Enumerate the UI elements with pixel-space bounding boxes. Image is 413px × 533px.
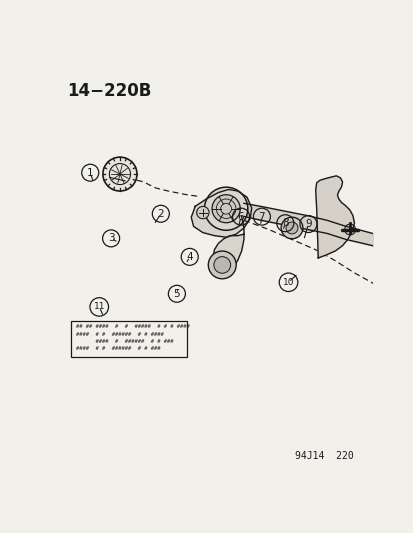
Text: ####  #  ######  # # ###: #### # ###### # # ### bbox=[76, 339, 173, 344]
Circle shape bbox=[196, 206, 209, 219]
Text: 8: 8 bbox=[281, 218, 288, 228]
Circle shape bbox=[211, 195, 240, 223]
Text: ####  # #  ######  # # ###: #### # # ###### # # ### bbox=[76, 346, 160, 351]
Circle shape bbox=[280, 217, 302, 239]
Text: 3: 3 bbox=[107, 233, 114, 244]
Text: 11: 11 bbox=[93, 302, 105, 311]
Text: 10: 10 bbox=[282, 278, 294, 287]
Text: 7: 7 bbox=[258, 212, 265, 222]
Polygon shape bbox=[212, 216, 243, 276]
Circle shape bbox=[214, 256, 230, 273]
Text: 9: 9 bbox=[304, 219, 311, 229]
Text: 2: 2 bbox=[157, 209, 164, 219]
Text: 94J14  220: 94J14 220 bbox=[294, 450, 353, 461]
Text: 6: 6 bbox=[237, 212, 244, 222]
Text: 14−220B: 14−220B bbox=[67, 82, 151, 100]
Circle shape bbox=[208, 251, 236, 279]
Text: 4: 4 bbox=[186, 252, 192, 262]
Polygon shape bbox=[315, 176, 354, 258]
Polygon shape bbox=[191, 189, 251, 237]
Text: 5: 5 bbox=[173, 289, 180, 299]
Text: 1: 1 bbox=[87, 168, 93, 177]
Circle shape bbox=[285, 222, 297, 234]
Text: ####  # #  ######  # # ####: #### # # ###### # # #### bbox=[76, 332, 163, 337]
Circle shape bbox=[103, 157, 137, 191]
Text: ## ## ####  #  #  #####  # # # ####: ## ## #### # # ##### # # # #### bbox=[76, 325, 189, 329]
Bar bbox=[71, 321, 186, 358]
Circle shape bbox=[204, 187, 247, 230]
